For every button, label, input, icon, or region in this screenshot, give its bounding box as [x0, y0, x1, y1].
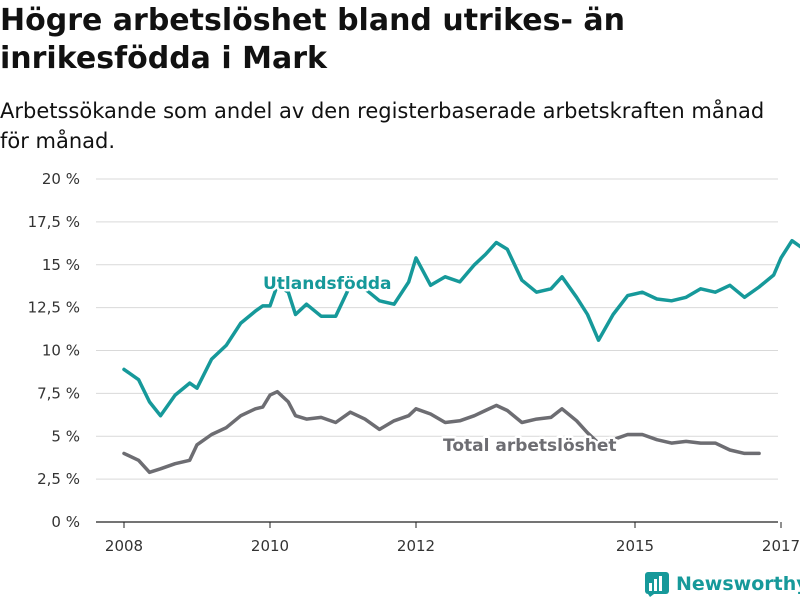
y-tick-label: 17,5 %	[28, 213, 80, 231]
x-tick-label: 2008	[105, 537, 143, 555]
series-label-utlandsfodda: Utlandsfödda	[263, 274, 392, 294]
series-label-total: Total arbetslöshet	[443, 436, 617, 456]
series-line-utlandsfodda	[122, 238, 800, 418]
y-tick-label: 2,5 %	[37, 470, 80, 488]
y-tick-label: 12,5 %	[28, 299, 80, 317]
y-tick-label: 0 %	[51, 513, 80, 531]
chart-subtitle: Arbetssökande som andel av den registerb…	[0, 99, 765, 153]
y-tick-label: 5 %	[51, 427, 80, 445]
x-tick-label: 2012	[397, 537, 435, 555]
x-tick-label: 2017	[762, 537, 800, 555]
series-line-total	[122, 389, 761, 475]
brand-name: Newsworthy	[676, 573, 800, 595]
x-tick-label: 2010	[251, 537, 289, 555]
y-tick-label: 7,5 %	[37, 384, 80, 402]
y-tick-label: 20 %	[42, 170, 80, 188]
x-tick-label: 2015	[616, 537, 654, 555]
y-tick-label: 10 %	[42, 342, 80, 360]
brand: Newsworthy	[644, 568, 800, 600]
chart-title: Högre arbetslöshet bland utrikes- än inr…	[0, 3, 625, 76]
y-tick-label: 15 %	[42, 256, 80, 274]
newsworthy-logo-icon	[645, 572, 669, 597]
